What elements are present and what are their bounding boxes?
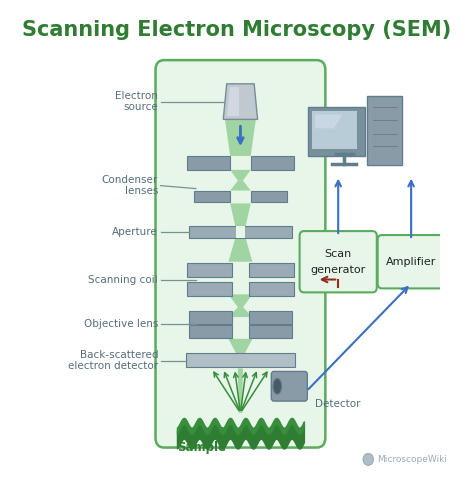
Bar — [249, 263, 293, 277]
Text: Condenser: Condenser — [102, 175, 158, 185]
Bar — [249, 282, 293, 296]
Polygon shape — [230, 204, 251, 226]
FancyBboxPatch shape — [312, 111, 357, 149]
Polygon shape — [230, 170, 251, 181]
FancyBboxPatch shape — [271, 371, 307, 401]
Ellipse shape — [273, 379, 282, 394]
Polygon shape — [223, 84, 257, 120]
Bar — [189, 226, 292, 238]
Bar — [187, 263, 232, 277]
Bar — [189, 311, 232, 324]
Polygon shape — [238, 369, 243, 413]
Polygon shape — [228, 339, 253, 357]
Polygon shape — [315, 114, 343, 128]
Bar — [187, 156, 230, 170]
Text: Back-scattered: Back-scattered — [80, 350, 158, 360]
Text: Sample: Sample — [177, 441, 226, 454]
Polygon shape — [225, 120, 256, 156]
Polygon shape — [228, 238, 253, 262]
Text: Aperture: Aperture — [112, 227, 158, 237]
Bar — [236, 226, 245, 238]
Text: Amplifier: Amplifier — [386, 257, 436, 267]
FancyBboxPatch shape — [308, 107, 365, 156]
Bar — [194, 191, 230, 202]
Polygon shape — [230, 181, 251, 191]
Circle shape — [363, 454, 374, 466]
Bar — [185, 353, 295, 368]
Text: generator: generator — [310, 265, 366, 275]
Text: source: source — [123, 102, 158, 112]
Text: Objective lens: Objective lens — [84, 319, 158, 329]
Bar — [251, 156, 293, 170]
Bar — [251, 191, 287, 202]
FancyBboxPatch shape — [378, 235, 445, 288]
Text: Electron: Electron — [115, 91, 158, 101]
Text: Scanning Electron Microscopy (SEM): Scanning Electron Microscopy (SEM) — [22, 21, 452, 41]
Bar — [249, 311, 292, 324]
FancyBboxPatch shape — [367, 96, 401, 165]
Text: Scan: Scan — [325, 249, 352, 259]
Bar — [187, 282, 232, 296]
Text: electron detector: electron detector — [68, 361, 158, 371]
Polygon shape — [228, 307, 253, 317]
Polygon shape — [227, 87, 239, 117]
Text: lenses: lenses — [125, 186, 158, 196]
Text: Scanning coil: Scanning coil — [89, 274, 158, 284]
Polygon shape — [228, 294, 253, 307]
Bar — [189, 326, 232, 338]
Text: Detector: Detector — [315, 399, 361, 409]
FancyBboxPatch shape — [300, 231, 377, 293]
Bar — [249, 326, 292, 338]
Text: MicroscopeWiki: MicroscopeWiki — [377, 455, 447, 464]
FancyBboxPatch shape — [155, 60, 325, 447]
